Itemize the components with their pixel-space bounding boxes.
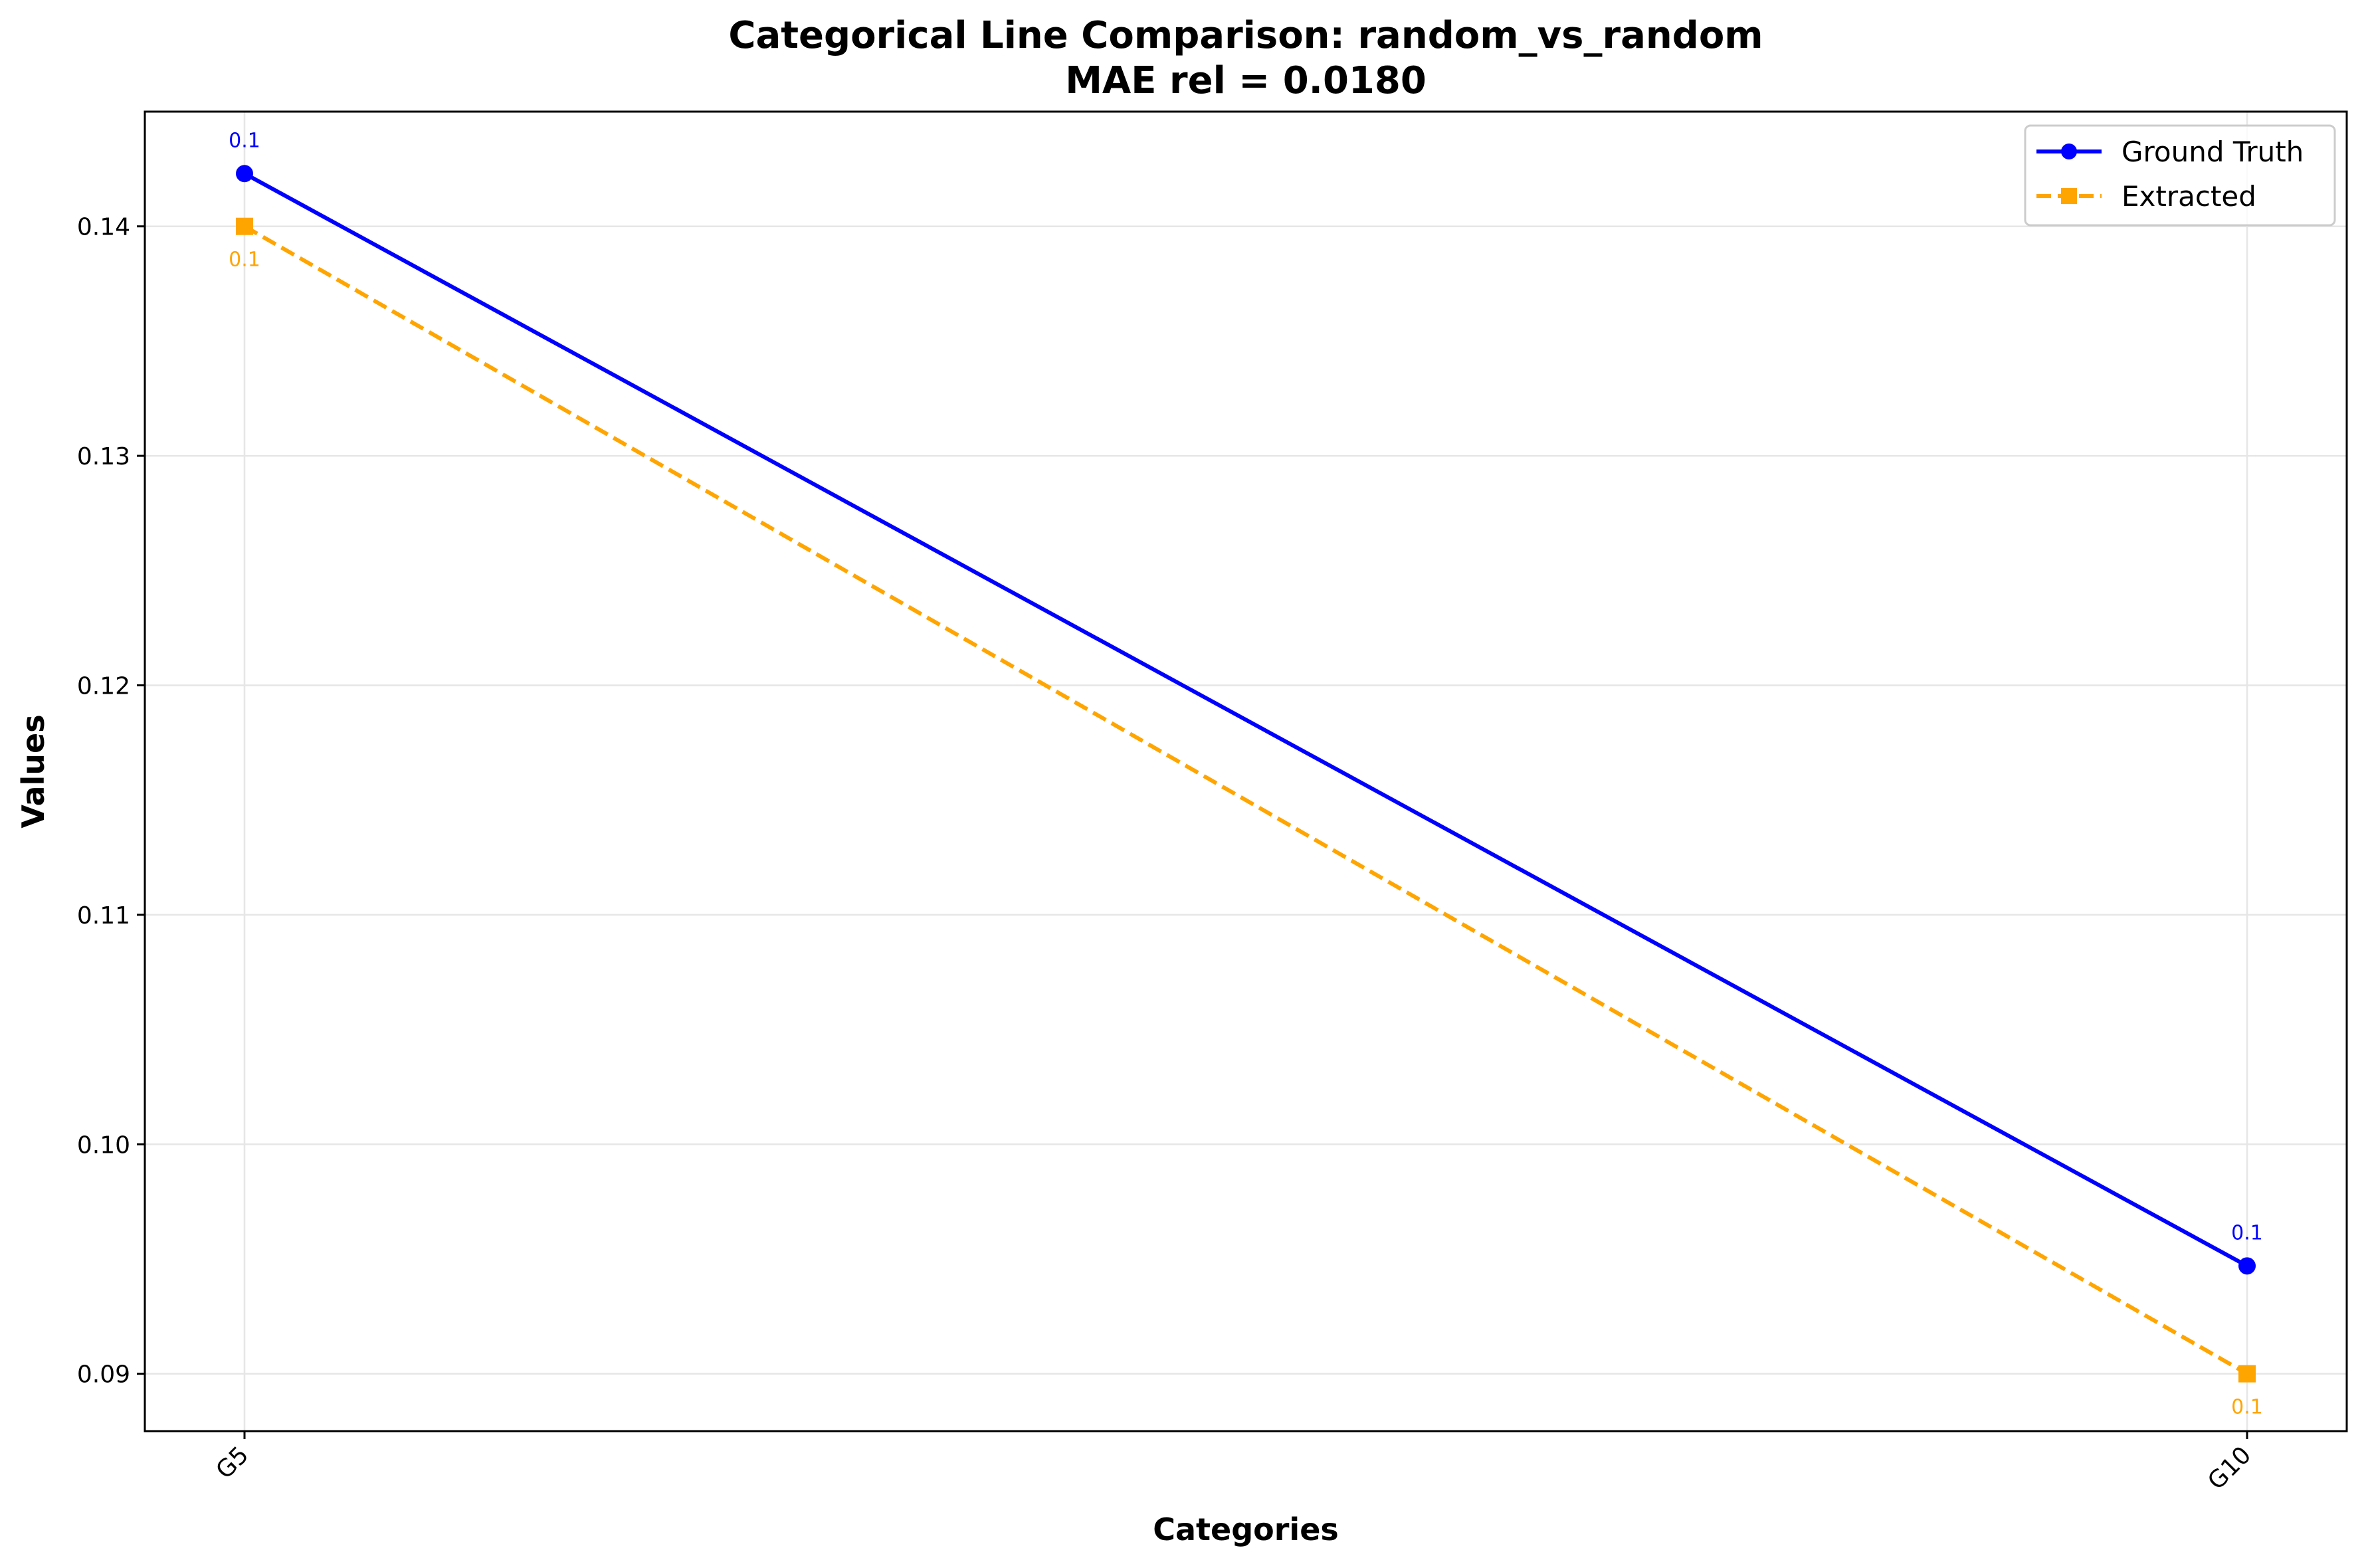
y-tick-label: 0.11	[77, 902, 130, 930]
series-0-data-label: 0.1	[2231, 1221, 2263, 1244]
legend: Ground Truth Extracted	[2024, 124, 2336, 227]
y-tick-label: 0.09	[77, 1361, 130, 1389]
legend-extracted-marker	[2061, 188, 2077, 204]
y-tick-label: 0.13	[77, 443, 130, 470]
series-1-point	[2238, 1365, 2256, 1383]
y-tick-label: 0.10	[77, 1131, 130, 1159]
x-axis-label: Categories	[1153, 1512, 1339, 1547]
series-0-point	[2238, 1257, 2256, 1275]
series-0-point	[236, 165, 253, 183]
series-layer	[236, 165, 2256, 1383]
chart-subtitle: MAE rel = 0.0180	[1065, 59, 1427, 102]
legend-ground-truth-label: Ground Truth	[2121, 136, 2304, 168]
grid-lines	[145, 112, 2347, 1431]
legend-extracted-label: Extracted	[2121, 180, 2256, 213]
legend-ground-truth-marker	[2061, 144, 2077, 159]
series-1-data-label: 0.1	[229, 248, 260, 272]
y-tick-label: 0.14	[77, 214, 130, 241]
series-1-point	[236, 217, 253, 235]
y-axis-label: Values	[15, 714, 51, 828]
series-line-0	[243, 171, 2248, 1268]
legend-box	[2024, 124, 2336, 227]
plot-frame	[144, 110, 2348, 1432]
data-labels: 0.1 0.1 0.1 0.1	[229, 129, 2263, 1419]
y-tick-label: 0.12	[77, 672, 130, 700]
series-line-1	[243, 225, 2248, 1376]
series-1-data-label: 0.1	[2231, 1396, 2263, 1419]
chart-title: Categorical Line Comparison: random_vs_r…	[728, 14, 1763, 57]
series-0-data-label: 0.1	[229, 129, 260, 152]
